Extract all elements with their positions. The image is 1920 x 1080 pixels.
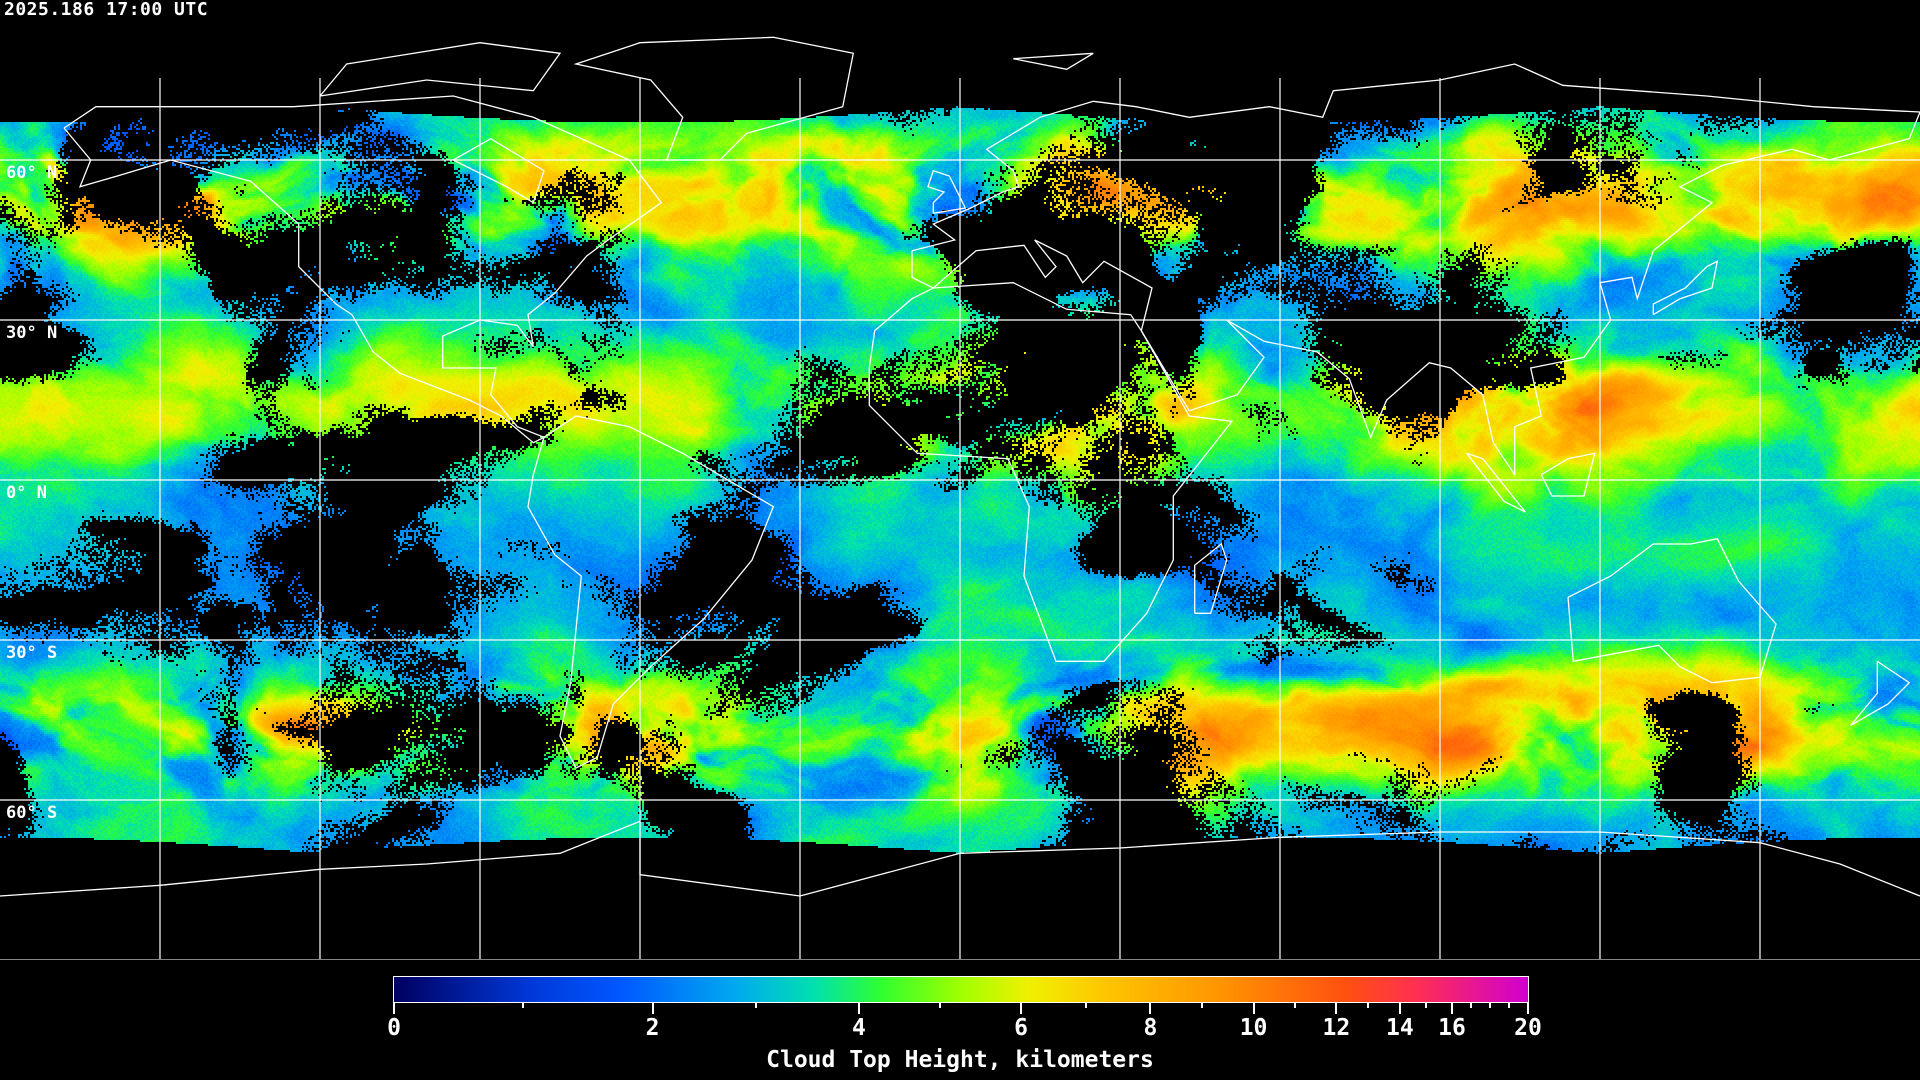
major-tick [1451, 1002, 1454, 1014]
cloud-top-height-map: 2025.186 17:00 UTC 60° N 30° N 0° N 30° … [0, 0, 1920, 960]
tick-label-8: 8 [1143, 1015, 1158, 1041]
lat-label-30n: 30° N [6, 323, 58, 343]
major-tick [651, 1002, 654, 1014]
tick-label-10: 10 [1239, 1015, 1268, 1041]
coastline [452, 137, 545, 204]
major-tick [1398, 1002, 1401, 1014]
coastline [527, 415, 775, 769]
minor-tick [1489, 1002, 1491, 1008]
minor-tick [1367, 1002, 1370, 1008]
coastline [63, 95, 663, 444]
colorbar [393, 976, 1529, 1003]
coastline [927, 169, 967, 214]
coastline [1466, 452, 1526, 513]
colorbar-title: Cloud Top Height, kilometers [766, 1047, 1154, 1073]
coastline [1567, 537, 1777, 684]
minor-tick [1424, 1002, 1427, 1008]
colorbar-ticks: 0 2 4 6 8 10 12 14 16 20 [387, 1002, 1542, 1062]
major-tick [1020, 1002, 1023, 1014]
tick-label-20: 20 [1514, 1015, 1542, 1041]
major-tick [393, 1002, 395, 1014]
minor-tick [522, 1002, 525, 1008]
major-tick [1527, 1002, 1529, 1014]
coastline [1194, 542, 1228, 614]
lat-label-0n: 0° N [6, 483, 47, 503]
timestamp-title: 2025.186 17:00 UTC [4, 0, 209, 20]
coastline [911, 63, 1920, 477]
minor-tick [1293, 1002, 1296, 1008]
minor-tick [754, 1002, 757, 1008]
coastlines [0, 36, 1920, 897]
major-tick [1149, 1002, 1152, 1014]
coastline [573, 36, 855, 161]
tick-label-2: 2 [645, 1015, 660, 1041]
major-tick [1252, 1002, 1255, 1014]
major-tick [1335, 1002, 1338, 1014]
minor-tick [1470, 1002, 1473, 1008]
tick-label-0: 0 [387, 1015, 401, 1041]
coastline [1652, 260, 1719, 316]
tick-label-12: 12 [1322, 1015, 1351, 1041]
lat-label-60s: 60° S [6, 803, 58, 823]
tick-label-14: 14 [1385, 1015, 1414, 1041]
lat-label-30s: 30° S [6, 643, 58, 663]
coastline [1013, 52, 1094, 70]
minor-tick [939, 1002, 942, 1008]
tick-label-6: 6 [1014, 1015, 1029, 1041]
coastline [0, 820, 1920, 897]
coastline [1850, 660, 1911, 726]
minor-tick [1508, 1002, 1510, 1008]
tick-label-16: 16 [1438, 1015, 1466, 1041]
tick-label-4: 4 [852, 1015, 866, 1041]
map-bottom-border [0, 959, 1920, 960]
lat-label-60n: 60° N [6, 163, 58, 183]
coastline [319, 42, 562, 97]
coastline [868, 282, 1234, 662]
map-overlay [0, 36, 1920, 960]
major-tick [857, 1002, 860, 1014]
lat-lon-gridlines [0, 78, 1920, 960]
minor-tick [1084, 1002, 1087, 1008]
minor-tick [1200, 1002, 1203, 1008]
coastline [1540, 452, 1596, 497]
